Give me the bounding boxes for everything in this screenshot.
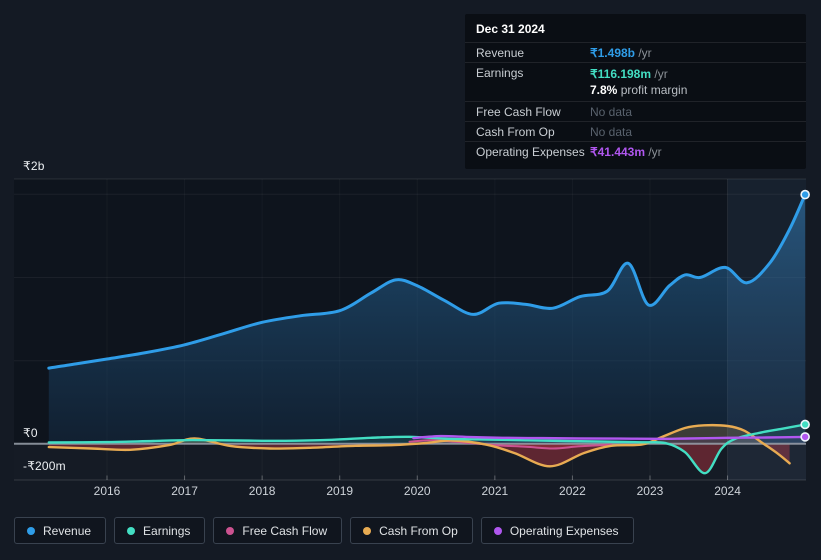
operating-expenses-legend-dot [493, 526, 502, 535]
legend-item-earnings[interactable]: Earnings [114, 517, 206, 544]
earnings-line [47, 423, 807, 475]
y-axis-label: -₹200m [23, 459, 66, 473]
legend-item-free-cash-flow[interactable]: Free Cash Flow [213, 517, 343, 544]
tooltip-row-cash-from-op: Cash From Op No data [465, 121, 806, 141]
x-axis-label: 2016 [93, 484, 121, 498]
legend-label: Earnings [143, 523, 191, 538]
x-axis-label: 2017 [171, 484, 198, 498]
tooltip-row-revenue: Revenue ₹1.498b /yr [465, 42, 806, 62]
tooltip-row-earnings: Earnings ₹116.198m /yr 7.8% profit margin [465, 62, 806, 101]
x-axis-label: 2023 [636, 484, 664, 498]
revenue-area [48, 194, 806, 444]
tooltip-value: ₹1.498b /yr [590, 45, 652, 60]
tooltip-label: Operating Expenses [476, 144, 585, 159]
cash-from-op-legend-dot [363, 526, 372, 535]
operating-expenses-end-dot [800, 432, 810, 442]
y-axis-label: ₹2b [23, 159, 45, 173]
tooltip-label: Earnings [476, 66, 524, 80]
tooltip-value: ₹41.443m /yr [590, 144, 662, 159]
free-cash-flow-line [408, 439, 613, 450]
x-axis-label: 2019 [326, 484, 354, 498]
x-axis-label: 2018 [248, 484, 276, 498]
tooltip-date: Dec 31 2024 [476, 22, 545, 36]
legend-label: Cash From Op [379, 523, 458, 538]
cash-from-op-area-positive [174, 425, 764, 444]
tooltip-value: ₹116.198m /yr 7.8% profit margin [590, 67, 688, 97]
legend-item-cash-from-op[interactable]: Cash From Op [350, 517, 473, 544]
revenue-end-dot [800, 189, 810, 200]
tooltip-value: No data [590, 124, 633, 139]
x-axis-label: 2020 [403, 484, 431, 498]
chart-tooltip: Dec 31 2024 Revenue ₹1.498b /yr Earnings ₹1… [465, 14, 806, 169]
legend-label: Free Cash Flow [242, 523, 328, 538]
tooltip-row-free-cash-flow: Free Cash Flow No data [465, 101, 806, 121]
revenue-line [47, 193, 807, 370]
tooltip-row-operating-expenses: Operating Expenses ₹41.443m /yr [465, 141, 806, 161]
tooltip-value: No data [590, 104, 633, 119]
operating-expenses-line [412, 434, 807, 440]
x-axis-label: 2024 [714, 484, 741, 498]
tooltip-label: Revenue [476, 45, 525, 60]
tooltip-label: Free Cash Flow [476, 104, 561, 119]
tooltip-rows: Revenue ₹1.498b /yr Earnings ₹116.198m /yr 7… [465, 42, 806, 161]
tooltip-label: Cash From Op [476, 124, 555, 139]
current-period-band [727, 179, 806, 480]
free-cash-flow-legend-dot [226, 526, 235, 535]
below-zero-area [14, 443, 806, 480]
legend-label: Revenue [43, 523, 92, 538]
chart-legend: Revenue Earnings Free Cash Flow Cash From O… [14, 517, 634, 544]
cash-from-op-area-negative [48, 443, 790, 467]
revenue-legend-dot [27, 526, 35, 535]
cash-from-op-line [47, 423, 791, 468]
y-axis-label: ₹0 [23, 426, 38, 440]
x-axis-label: 2021 [481, 484, 509, 498]
legend-item-revenue[interactable]: Revenue [14, 517, 107, 544]
legend-item-operating-expenses[interactable]: Operating Expenses [480, 517, 634, 544]
x-axis-label: 2022 [559, 484, 586, 498]
earnings-end-dot [800, 419, 810, 430]
legend-label: Operating Expenses [509, 523, 619, 538]
earnings-legend-dot [127, 526, 136, 535]
